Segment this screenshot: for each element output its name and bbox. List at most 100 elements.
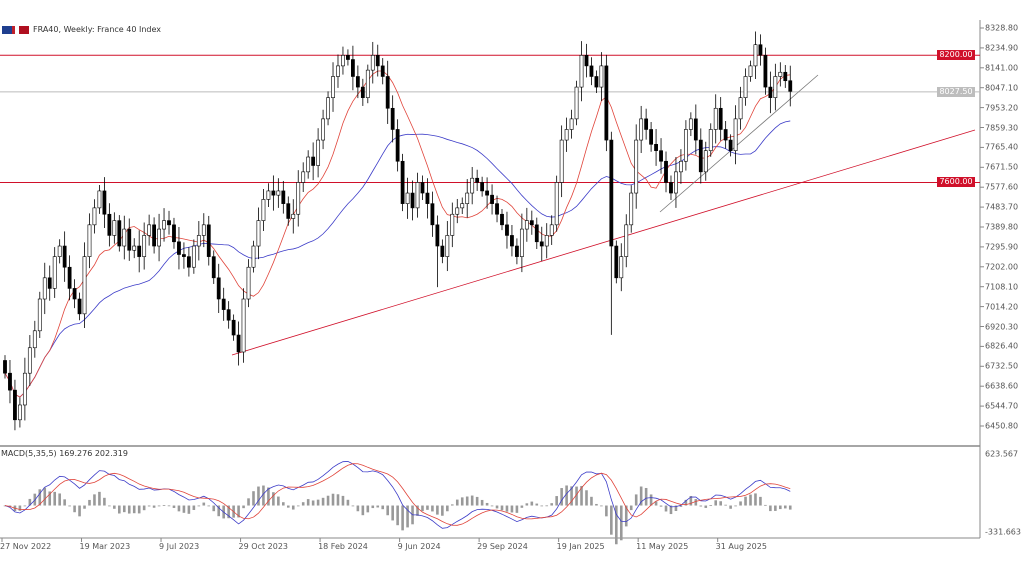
bullish-candle bbox=[256, 220, 261, 247]
bearish-candle bbox=[788, 80, 793, 92]
bullish-candle bbox=[619, 256, 624, 279]
y-tick-label: 6450.80 bbox=[985, 421, 1019, 431]
y-tick-label: 8047.10 bbox=[985, 83, 1019, 93]
macd-histogram-bar bbox=[769, 505, 772, 512]
bearish-candle bbox=[400, 160, 405, 204]
bearish-candle bbox=[395, 129, 400, 162]
bearish-candle bbox=[355, 76, 360, 88]
bullish-candle bbox=[564, 129, 569, 141]
bearish-candle bbox=[589, 65, 594, 77]
chart-type-icon[interactable] bbox=[2, 25, 15, 34]
macd-histogram-bar bbox=[779, 505, 782, 510]
bearish-candle bbox=[102, 190, 107, 215]
macd-histogram-bar bbox=[237, 505, 240, 518]
bullish-candle bbox=[331, 76, 335, 98]
bearish-candle bbox=[539, 241, 544, 247]
y-tick-label: 7671.50 bbox=[985, 162, 1019, 172]
macd-histogram-bar bbox=[152, 505, 156, 508]
y-tick-label: 7389.80 bbox=[985, 222, 1019, 232]
y-tick-label: 7014.20 bbox=[985, 302, 1019, 312]
bullish-candle bbox=[42, 277, 47, 300]
bullish-candle bbox=[326, 97, 330, 120]
macd-histogram-bar bbox=[132, 505, 136, 514]
bullish-candle bbox=[465, 192, 470, 204]
macd-histogram-bar bbox=[207, 505, 211, 507]
bearish-candle bbox=[604, 65, 609, 141]
bullish-candle bbox=[261, 199, 266, 221]
macd-histogram-bar bbox=[436, 505, 439, 515]
bearish-candle bbox=[430, 203, 435, 226]
bearish-candle bbox=[425, 192, 430, 204]
bullish-candle bbox=[569, 118, 574, 130]
bullish-candle bbox=[97, 190, 102, 209]
symbol-title: FRA40, Weekly: France 40 Index bbox=[33, 25, 161, 34]
bullish-candle bbox=[306, 156, 311, 173]
bearish-candle bbox=[281, 190, 286, 204]
bullish-candle bbox=[748, 65, 753, 77]
bullish-candle bbox=[733, 118, 738, 151]
bearish-candle bbox=[177, 241, 181, 255]
bearish-candle bbox=[67, 266, 72, 289]
y-tick-label: 6638.60 bbox=[985, 381, 1019, 391]
bearish-candle bbox=[172, 224, 176, 243]
macd-histogram-bar bbox=[177, 505, 181, 512]
bullish-candle bbox=[291, 213, 296, 219]
macd-histogram-bar bbox=[729, 505, 732, 509]
bullish-candle bbox=[559, 139, 564, 183]
bearish-candle bbox=[669, 182, 673, 194]
macd-histogram-bar bbox=[674, 505, 678, 512]
bullish-candle bbox=[688, 118, 693, 130]
y-tick-label: 7859.30 bbox=[985, 123, 1019, 132]
bearish-candle bbox=[614, 245, 619, 279]
support-trendline bbox=[231, 129, 976, 356]
bearish-candle bbox=[649, 129, 654, 145]
macd-histogram-bar bbox=[147, 505, 151, 507]
macd-histogram-bar bbox=[381, 505, 385, 510]
macd-axis-label: 623.567 bbox=[985, 449, 1019, 459]
macd-histogram-bar bbox=[23, 505, 27, 507]
macd-histogram-bar bbox=[590, 496, 593, 506]
bearish-candle bbox=[350, 59, 355, 77]
macd-histogram-bar bbox=[510, 505, 514, 513]
macd-histogram-bar bbox=[495, 505, 499, 509]
macd-histogram-bar bbox=[684, 499, 688, 506]
bullish-candle bbox=[778, 71, 783, 77]
macd-histogram-bar bbox=[595, 503, 598, 506]
macd-histogram-bar bbox=[291, 505, 295, 510]
bullish-candle bbox=[251, 245, 256, 268]
macd-histogram-bar bbox=[68, 505, 71, 507]
bearish-candle bbox=[346, 54, 350, 60]
chart-header: FRA40, Weekly: France 40 Index bbox=[2, 25, 161, 34]
current-price-tag: 8027.50 bbox=[937, 86, 975, 97]
bullish-candle bbox=[639, 118, 644, 141]
macd-histogram-bar bbox=[127, 505, 131, 514]
bearish-candle bbox=[659, 150, 663, 162]
bullish-candle bbox=[773, 76, 778, 98]
bullish-candle bbox=[32, 330, 37, 349]
bullish-candle bbox=[445, 235, 450, 257]
macd-histogram-bar bbox=[122, 505, 126, 513]
bearish-candle bbox=[534, 224, 539, 243]
bearish-candle bbox=[107, 213, 112, 236]
macd-histogram-bar bbox=[212, 505, 216, 512]
macd-histogram-bar bbox=[257, 486, 260, 506]
macd-histogram-bar bbox=[699, 505, 703, 507]
macd-histogram-bar bbox=[172, 505, 176, 508]
bearish-candle bbox=[127, 228, 132, 251]
macd-histogram-bar bbox=[88, 499, 91, 506]
bullish-candle bbox=[708, 129, 713, 151]
bullish-candle bbox=[112, 220, 117, 236]
macd-histogram-bar bbox=[192, 505, 196, 510]
bearish-candle bbox=[435, 224, 440, 247]
macd-histogram-bar bbox=[286, 505, 290, 508]
macd-histogram-bar bbox=[187, 505, 191, 514]
macd-histogram-bar bbox=[157, 505, 161, 507]
macd-histogram-bar bbox=[376, 505, 380, 508]
bullish-candle bbox=[132, 245, 137, 251]
bearish-candle bbox=[8, 372, 12, 391]
bullish-candle bbox=[574, 86, 579, 120]
macd-histogram-bar bbox=[252, 491, 255, 506]
macd-histogram-bar bbox=[744, 496, 747, 506]
bullish-candle bbox=[519, 228, 524, 257]
